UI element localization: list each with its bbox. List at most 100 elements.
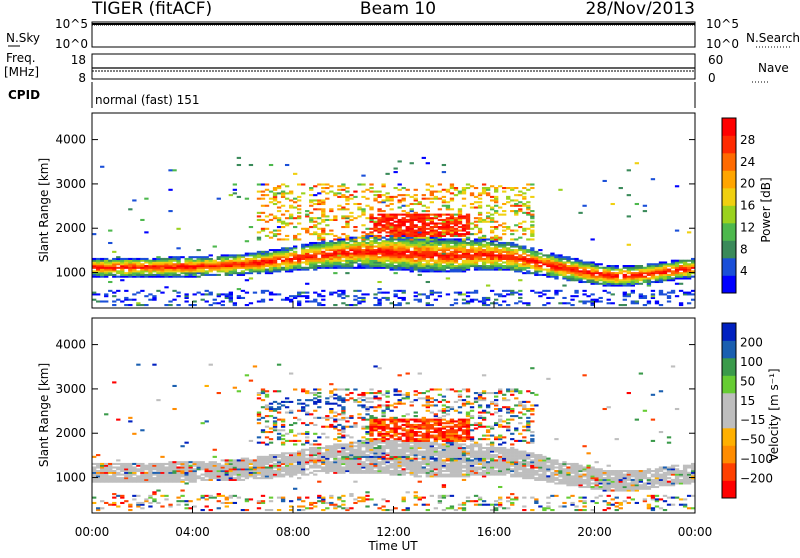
velocity-cell — [341, 429, 345, 431]
velocity-cell — [361, 454, 365, 456]
power-cell — [470, 240, 474, 242]
power-cell — [542, 269, 546, 271]
power-cell — [389, 246, 393, 248]
velocity-cell — [325, 466, 329, 468]
velocity-cell — [414, 454, 418, 456]
power-cell — [257, 261, 261, 263]
velocity-cell — [365, 397, 369, 399]
power-cell — [398, 247, 402, 249]
power-cell — [635, 279, 639, 281]
power-cell — [687, 260, 691, 262]
power-cell — [201, 258, 205, 260]
power-cell — [100, 267, 104, 269]
power-cell — [389, 263, 393, 265]
power-cell — [458, 292, 462, 294]
power-cell — [534, 274, 538, 276]
velocity-cell — [317, 401, 321, 403]
velocity-cell — [309, 399, 313, 401]
power-cell — [313, 260, 317, 262]
velocity-cell — [281, 452, 285, 454]
power-cell — [498, 260, 502, 262]
power-cell — [361, 214, 365, 216]
velocity-cell — [245, 468, 249, 470]
power-cell — [402, 258, 406, 260]
power-cell — [402, 187, 406, 189]
power-cell — [582, 302, 586, 304]
power-cell — [570, 274, 574, 276]
power-cell — [377, 247, 381, 249]
power-cell — [454, 230, 458, 232]
power-cell — [546, 265, 550, 267]
power-cell — [345, 304, 349, 306]
velocity-cell — [377, 456, 381, 458]
power-cell — [414, 265, 418, 267]
power-cell — [341, 260, 345, 262]
power-cell — [309, 251, 313, 253]
velocity-cell — [277, 436, 281, 438]
velocity-cell — [297, 505, 301, 507]
velocity-cell — [329, 466, 333, 468]
power-cell — [651, 295, 655, 297]
velocity-cell — [398, 427, 402, 429]
power-cell — [184, 270, 188, 272]
velocity-cell — [305, 404, 309, 406]
velocity-cell — [345, 435, 349, 437]
power-cell — [96, 258, 100, 260]
velocity-cell — [293, 417, 297, 419]
velocity-cell — [124, 465, 128, 467]
power-cell — [357, 183, 361, 185]
power-cell — [687, 269, 691, 271]
power-cell — [595, 265, 599, 267]
velocity-cell — [373, 419, 377, 421]
power-cell — [108, 242, 112, 244]
power-cell — [526, 258, 530, 260]
power-cell — [462, 256, 466, 258]
velocity-cell — [277, 461, 281, 463]
velocity-cell — [345, 466, 349, 468]
power-cell — [337, 185, 341, 187]
power-cell — [486, 304, 490, 306]
power-cell — [176, 258, 180, 260]
power-cell — [595, 263, 599, 265]
power-cell — [615, 269, 619, 271]
power-cell — [172, 290, 176, 292]
velocity-cell — [144, 468, 148, 470]
velocity-cell — [410, 427, 414, 429]
power-cell — [128, 299, 132, 301]
power-cell — [446, 258, 450, 260]
velocity-cell — [233, 463, 237, 465]
velocity-cell — [176, 504, 180, 506]
velocity-cell — [333, 415, 337, 417]
power-cell — [237, 254, 241, 256]
velocity-cell — [426, 504, 430, 506]
power-cell — [542, 263, 546, 265]
power-cell — [221, 270, 225, 272]
velocity-cell — [96, 474, 100, 476]
power-cell — [201, 293, 205, 295]
y-tick-label: 4000 — [55, 133, 86, 147]
power-cell — [398, 194, 402, 196]
velocity-cell — [144, 465, 148, 467]
velocity-cell — [257, 397, 261, 399]
power-cell — [349, 194, 353, 196]
velocity-cell — [237, 390, 241, 392]
power-cell — [418, 203, 422, 205]
power-cell — [305, 260, 309, 262]
power-cell — [265, 254, 269, 256]
power-cell — [148, 276, 152, 278]
power-cell — [209, 292, 213, 294]
power-cell — [369, 267, 373, 269]
power-cell — [281, 249, 285, 251]
power-cell — [402, 260, 406, 262]
power-cell — [305, 295, 309, 297]
velocity-cell — [329, 403, 333, 405]
power-cell — [385, 292, 389, 294]
velocity-cell — [414, 412, 418, 414]
power-cell — [426, 237, 430, 239]
velocity-cell — [377, 463, 381, 465]
power-cell — [333, 235, 337, 237]
velocity-cell — [389, 422, 393, 424]
power-cell — [406, 230, 410, 232]
power-cell — [385, 226, 389, 228]
power-cell — [582, 290, 586, 292]
